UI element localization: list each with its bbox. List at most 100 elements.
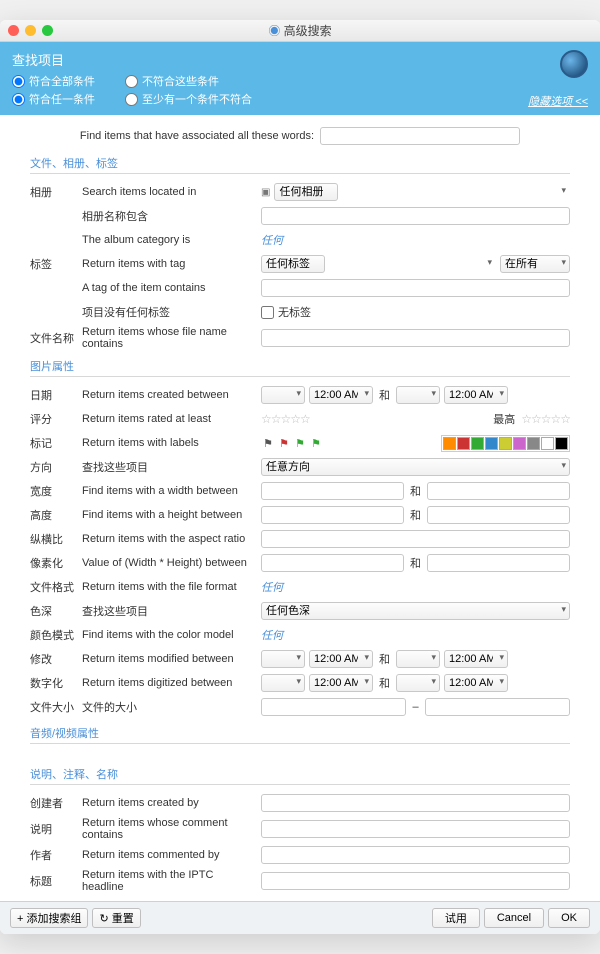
date-desc: Return items created between	[82, 389, 257, 401]
filesize-label: 文件大小	[30, 699, 78, 715]
colormodel-desc: Find items with the color model	[82, 629, 257, 641]
date-to[interactable]	[396, 386, 440, 404]
radio-none[interactable]: 不符合这些条件	[125, 73, 219, 89]
reset-button[interactable]: ↻ 重置	[92, 908, 140, 928]
add-group-button[interactable]: + 添加搜索组	[10, 908, 88, 928]
date-label: 日期	[30, 387, 78, 403]
album-icon: ▣	[261, 187, 270, 198]
find-words-input[interactable]	[320, 127, 520, 145]
filename-input[interactable]	[261, 329, 570, 347]
flag-icons[interactable]: ⚑⚑⚑⚑	[261, 436, 323, 450]
aspect-desc: Return items with the aspect ratio	[82, 533, 257, 545]
colormodel-any[interactable]: 任何	[261, 627, 283, 643]
labels-label: 标记	[30, 435, 78, 451]
mod-to[interactable]	[396, 650, 440, 668]
cancel-button[interactable]: Cancel	[484, 908, 544, 928]
headline-desc: Return items with the IPTC headline	[82, 869, 257, 893]
lens-icon	[560, 50, 588, 78]
rating-max-stars[interactable]: ☆☆☆☆☆	[521, 412, 570, 426]
width-desc: Find items with a width between	[82, 485, 257, 497]
rating-min-stars[interactable]: ☆☆☆☆☆	[261, 412, 310, 426]
close-icon[interactable]	[8, 25, 19, 36]
depth-desc: 查找这些项目	[82, 603, 257, 619]
pixel-from[interactable]	[261, 554, 404, 572]
width-to[interactable]	[427, 482, 570, 500]
modified-desc: Return items modified between	[82, 653, 257, 665]
tags-return-label: Return items with tag	[82, 258, 257, 270]
mod-from-time[interactable]: 12:00 AM	[309, 650, 373, 668]
section-image: 图片属性	[30, 358, 570, 377]
date-from-time[interactable]: 12:00 AM	[309, 386, 373, 404]
pixel-to[interactable]	[427, 554, 570, 572]
creator-input[interactable]	[261, 794, 570, 812]
album-located-label: Search items located in	[82, 186, 257, 198]
dialog-window: ◉ 高级搜索 查找项目 符合全部条件 不符合这些条件 符合任一条件 至少有一个条…	[0, 20, 600, 934]
width-from[interactable]	[261, 482, 404, 500]
album-label: 相册	[30, 184, 78, 200]
filesize-to[interactable]	[425, 698, 570, 716]
labels-desc: Return items with labels	[82, 437, 257, 449]
orient-label: 方向	[30, 459, 78, 475]
width-label: 宽度	[30, 483, 78, 499]
format-label: 文件格式	[30, 579, 78, 595]
radio-atleast[interactable]: 至少有一个条件不符合	[125, 91, 252, 107]
album-cat-label: The album category is	[82, 234, 257, 246]
dig-to-time[interactable]: 12:00 AM	[444, 674, 508, 692]
filesize-from[interactable]	[261, 698, 406, 716]
album-select[interactable]: 任何相册	[274, 183, 338, 201]
author-input[interactable]	[261, 846, 570, 864]
comment-label: 说明	[30, 821, 78, 837]
find-label: Find items that have associated all thes…	[80, 130, 314, 142]
album-cat-any[interactable]: 任何	[261, 232, 283, 248]
dig-from-time[interactable]: 12:00 AM	[309, 674, 373, 692]
hide-options-link[interactable]: 隐藏选项 <<	[528, 93, 588, 109]
depth-select[interactable]: 任何色深	[261, 602, 570, 620]
header-title: 查找项目	[12, 50, 588, 69]
album-name-input[interactable]	[261, 207, 570, 225]
notag-checkbox[interactable]	[261, 306, 274, 319]
dig-to[interactable]	[396, 674, 440, 692]
search-header: 查找项目 符合全部条件 不符合这些条件 符合任一条件 至少有一个条件不符合 隐藏…	[0, 42, 600, 115]
format-any[interactable]: 任何	[261, 579, 283, 595]
zoom-icon[interactable]	[42, 25, 53, 36]
notag-label: 项目没有任何标签	[82, 304, 257, 320]
creator-desc: Return items created by	[82, 797, 257, 809]
height-from[interactable]	[261, 506, 404, 524]
tag-contains-label: A tag of the item contains	[82, 282, 257, 294]
date-to-time[interactable]: 12:00 AM	[444, 386, 508, 404]
section-av: 音频/视频属性	[30, 725, 570, 744]
headline-input[interactable]	[261, 872, 570, 890]
height-label: 高度	[30, 507, 78, 523]
format-desc: Return items with the file format	[82, 581, 257, 593]
window-title: ◉ 高级搜索	[0, 22, 600, 39]
aspect-label: 纵横比	[30, 531, 78, 547]
modified-label: 修改	[30, 651, 78, 667]
height-desc: Find items with a height between	[82, 509, 257, 521]
traffic-lights	[8, 25, 53, 36]
pixel-desc: Value of (Width * Height) between	[82, 557, 257, 569]
date-from[interactable]	[261, 386, 305, 404]
try-button[interactable]: 试用	[432, 908, 480, 928]
tag-select[interactable]: 任何标签	[261, 255, 325, 273]
author-desc: Return items commented by	[82, 849, 257, 861]
tag-contains-input[interactable]	[261, 279, 570, 297]
author-label: 作者	[30, 847, 78, 863]
radio-any[interactable]: 符合任一条件	[12, 91, 95, 107]
section-meta: 说明、注释、名称	[30, 766, 570, 785]
ok-button[interactable]: OK	[548, 908, 590, 928]
dig-from[interactable]	[261, 674, 305, 692]
mod-to-time[interactable]: 12:00 AM	[444, 650, 508, 668]
comment-input[interactable]	[261, 820, 570, 838]
tag-scope-select[interactable]: 在所有	[500, 255, 570, 273]
mod-from[interactable]	[261, 650, 305, 668]
filename-label: 文件名称	[30, 330, 78, 346]
color-swatches[interactable]	[441, 435, 570, 452]
height-to[interactable]	[427, 506, 570, 524]
rating-desc: Return items rated at least	[82, 413, 257, 425]
aspect-input[interactable]	[261, 530, 570, 548]
orient-desc: 查找这些项目	[82, 459, 257, 475]
tags-label: 标签	[30, 256, 78, 272]
orient-select[interactable]: 任意方向	[261, 458, 570, 476]
radio-all[interactable]: 符合全部条件	[12, 73, 95, 89]
minimize-icon[interactable]	[25, 25, 36, 36]
